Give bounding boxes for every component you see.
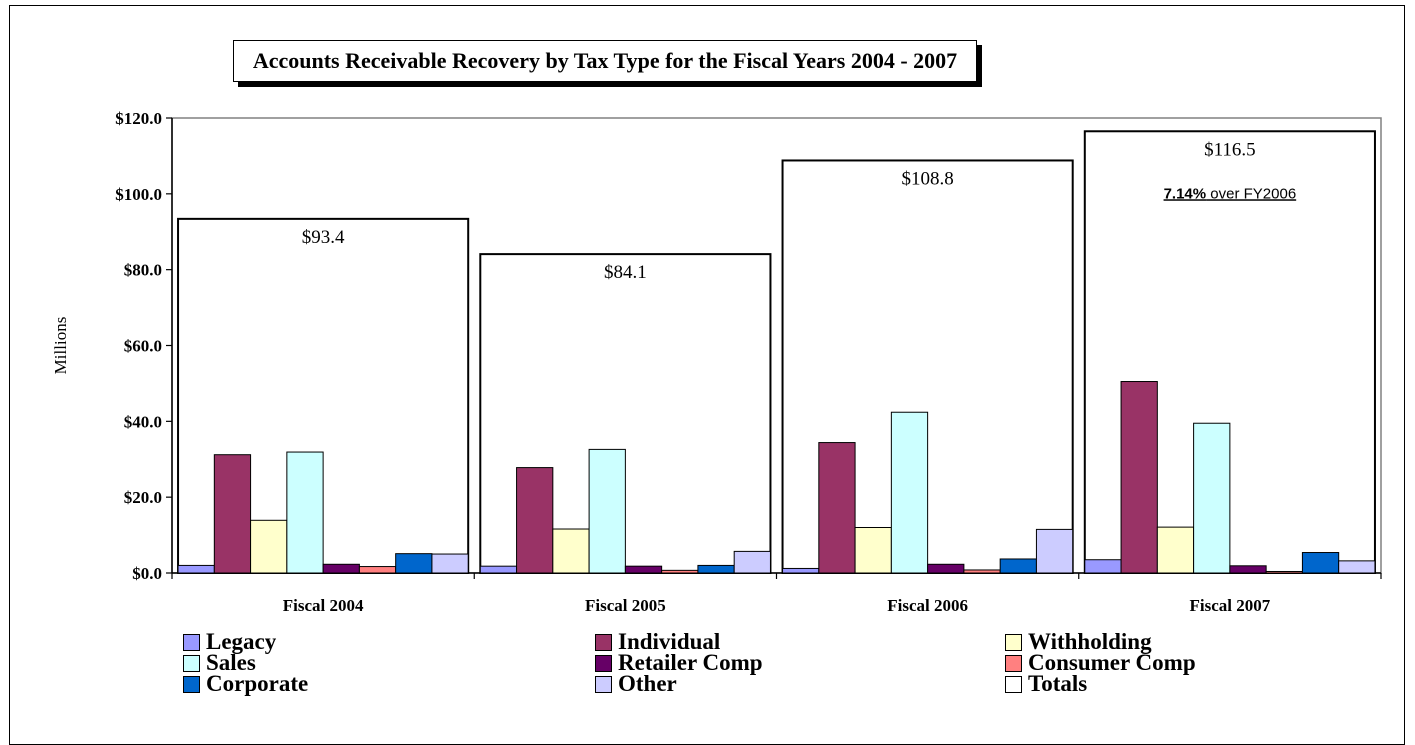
x-tick-label: Fiscal 2004: [283, 596, 364, 615]
bar-corporate: [999, 558, 1037, 574]
bar-retailer-comp: [927, 563, 965, 574]
legend-swatch: [595, 633, 612, 651]
x-tick-label: Fiscal 2005: [585, 596, 666, 615]
legend-label: Totals: [1028, 671, 1088, 696]
bar-individual: [516, 467, 554, 574]
bar-legacy: [177, 564, 215, 574]
legend-item-consumer-comp: Consumer Comp: [1005, 651, 1196, 675]
total-data-label: $84.1: [604, 262, 647, 283]
legend-item-sales: Sales: [183, 651, 256, 675]
y-tick-label: $0.0: [132, 564, 162, 583]
bar-sales: [1193, 422, 1231, 574]
legend-item-totals: Totals: [1005, 672, 1087, 696]
growth-percent: 7.14%: [1164, 185, 1207, 202]
total-data-label: $93.4: [302, 227, 345, 248]
legend-swatch: [1005, 654, 1022, 672]
legend-swatch: [1005, 675, 1022, 693]
legend-swatch: [595, 675, 612, 693]
legend-item-individual: Individual: [595, 630, 720, 654]
bar-withholding: [552, 528, 590, 574]
bar-other: [1338, 560, 1376, 574]
chart-title-box: Accounts Receivable Recovery by Tax Type…: [233, 40, 977, 82]
legend-swatch: [183, 654, 200, 672]
legend-item-retailer-comp: Retailer Comp: [595, 651, 763, 675]
bar-retailer-comp: [624, 565, 663, 574]
legend-label: Retailer Comp: [618, 650, 763, 675]
legend-label: Withholding: [1028, 629, 1152, 654]
total-data-label: $108.8: [902, 168, 954, 189]
bar-retailer-comp: [1229, 565, 1267, 574]
legend-swatch: [595, 654, 612, 672]
bar-consumer-comp: [963, 569, 1001, 574]
bar-legacy: [1084, 559, 1122, 574]
chart-title: Accounts Receivable Recovery by Tax Type…: [252, 48, 958, 73]
bar-consumer-comp: [358, 566, 397, 574]
bar-withholding: [250, 519, 288, 574]
y-tick-label: $100.0: [115, 185, 162, 204]
y-tick-label: $40.0: [124, 412, 162, 431]
bar-chart: $0.0 $20.0 $40.0 $60.0 $80.0 $100.0 $120.0 Mill…: [51, 109, 1382, 615]
bar-sales: [286, 451, 324, 574]
growth-annotation: 7.14% over FY2006: [1164, 185, 1297, 202]
y-tick-label: $80.0: [124, 261, 162, 280]
bar-individual: [1120, 381, 1158, 574]
bar-sales: [588, 448, 626, 574]
y-axis-title: Millions: [51, 317, 70, 375]
growth-text: over FY2006: [1206, 185, 1296, 202]
legend-item-withholding: Withholding: [1005, 630, 1152, 654]
bar-individual: [213, 454, 252, 574]
bar-consumer-comp: [661, 569, 699, 574]
bar-legacy: [479, 565, 518, 574]
y-tick-label: $20.0: [124, 488, 162, 507]
legend-label: Legacy: [206, 629, 277, 654]
bar-retailer-comp: [322, 563, 360, 574]
bar-corporate: [1301, 552, 1340, 574]
legend: Legacy Individual Withholding Sales Retailer…: [183, 628, 1303, 723]
bar-legacy: [782, 567, 820, 574]
legend-item-corporate: Corporate: [183, 672, 308, 696]
legend-swatch: [183, 633, 200, 651]
legend-item-legacy: Legacy: [183, 630, 276, 654]
legend-item-other: Other: [595, 672, 677, 696]
legend-label: Corporate: [206, 671, 309, 696]
bar-consumer-comp: [1265, 570, 1303, 574]
x-tick-label: Fiscal 2007: [1190, 596, 1271, 615]
bar-corporate: [697, 564, 735, 574]
bar-individual: [818, 442, 856, 574]
y-tick-label: $120.0: [115, 109, 162, 128]
bar-corporate: [395, 553, 433, 574]
y-tick-label: $60.0: [124, 337, 162, 356]
bar-withholding: [1156, 526, 1195, 574]
total-data-label: $116.5: [1204, 139, 1256, 160]
bar-withholding: [854, 527, 892, 574]
legend-label: Individual: [618, 629, 721, 654]
legend-swatch: [1005, 633, 1022, 651]
bar-other: [733, 550, 771, 574]
bar-other: [431, 553, 469, 574]
legend-label: Consumer Comp: [1028, 650, 1196, 675]
legend-label: Sales: [206, 650, 256, 675]
bar-other: [1035, 528, 1074, 574]
legend-swatch: [183, 675, 200, 693]
x-tick-label: Fiscal 2006: [887, 596, 968, 615]
bar-sales: [890, 411, 929, 574]
legend-label: Other: [618, 671, 677, 696]
